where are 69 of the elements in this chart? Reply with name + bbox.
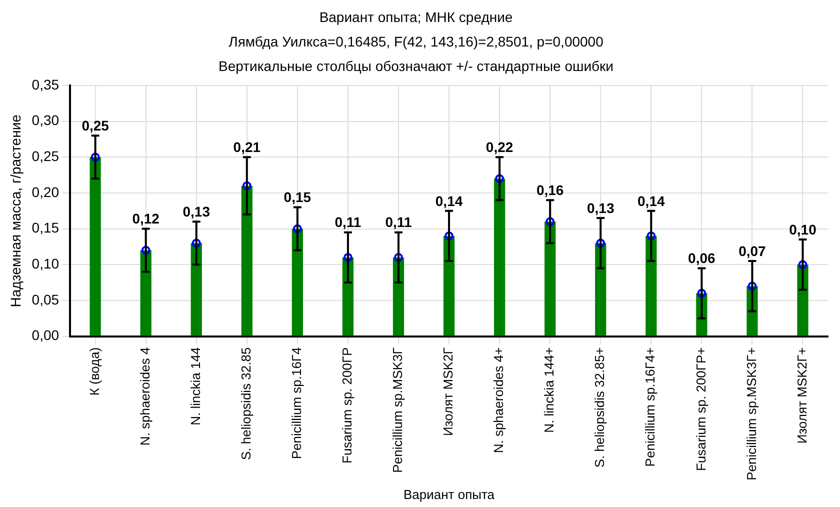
x-tick-label: Изолят MSK2Г+ xyxy=(794,347,810,444)
x-axis-title: Вариант опыта xyxy=(404,486,496,502)
bar xyxy=(190,243,202,336)
y-tick-label: 0,25 xyxy=(32,148,60,164)
point xyxy=(646,231,656,240)
data-label: 0,12 xyxy=(132,210,160,227)
x-tick-label: N. sphaeroides 4+ xyxy=(491,347,506,454)
point xyxy=(394,252,403,262)
data-label: 0,22 xyxy=(486,139,514,156)
y-tick-label: 0,15 xyxy=(32,220,60,236)
point xyxy=(697,288,706,298)
x-tick-label: Fusarium sp. 200ГР xyxy=(340,347,355,464)
y-tick-label: 0,00 xyxy=(32,327,60,344)
bar xyxy=(443,236,455,336)
data-label: 0,13 xyxy=(182,204,210,220)
y-tick-label: 0,05 xyxy=(32,291,60,308)
y-axis-title: Надземная масса, г/растение xyxy=(7,114,24,308)
y-tick-label: 0,35 xyxy=(32,76,60,92)
data-label: 0,21 xyxy=(233,139,261,156)
point xyxy=(192,238,201,248)
chart-title: Вариант опыта; МНК средние xyxy=(319,9,513,26)
bar xyxy=(90,157,101,336)
bar xyxy=(292,228,303,336)
x-tick-label: S. heliopsidis 32.85+ xyxy=(592,347,608,468)
x-tick-label: N. linckia 144+ xyxy=(542,347,557,433)
x-tick-label: Penicillium sp.MSK3Г+ xyxy=(744,347,759,480)
bar xyxy=(140,250,152,336)
data-label: 0,13 xyxy=(586,200,614,216)
data-label: 0,25 xyxy=(82,118,110,134)
data-label: 0,11 xyxy=(385,214,412,230)
x-tick-label: Penicillium sp.16Г4 xyxy=(289,347,304,460)
point xyxy=(90,152,100,162)
x-tick-label: Penicillium sp.MSK3Г xyxy=(390,347,406,473)
point xyxy=(343,252,352,262)
data-label: 0,11 xyxy=(334,214,362,230)
point xyxy=(242,181,252,190)
data-label: 0,10 xyxy=(789,221,817,238)
bar xyxy=(494,178,506,336)
x-tick-label: N. linckia 144 xyxy=(188,347,203,426)
data-label: 0,14 xyxy=(638,192,665,209)
point xyxy=(798,260,808,270)
x-tick-label: N. sphaeroides 4 xyxy=(137,347,152,446)
x-tick-label: Penicillium sp.16Г4+ xyxy=(642,347,658,467)
bar xyxy=(342,257,354,336)
bar xyxy=(544,222,556,336)
text: Вертикальные столбцы обозначают +/- стандартные ошибки xyxy=(218,58,614,74)
point xyxy=(596,238,606,248)
bar xyxy=(595,243,606,336)
point xyxy=(292,224,302,234)
y-tick-label: 0,30 xyxy=(32,112,60,128)
point xyxy=(748,282,757,291)
x-tick-label: S. heliopsidis 32.85 xyxy=(238,347,254,460)
x-tick-label: К (вода) xyxy=(86,347,102,396)
point xyxy=(495,174,504,184)
bar xyxy=(241,186,252,336)
y-tick-label: 0,10 xyxy=(32,255,60,272)
point xyxy=(444,231,454,240)
point xyxy=(141,246,150,255)
data-label: 0,14 xyxy=(435,192,463,209)
x-tick-label: Изолят MSK2Г xyxy=(440,347,456,436)
y-tick-label: 0,20 xyxy=(32,184,60,200)
bar xyxy=(646,236,657,336)
data-label: 0,07 xyxy=(738,242,766,259)
data-label: 0,16 xyxy=(536,182,564,198)
chart-subtitle: Лямбда Уилкса=0,16485, F(42, 143,16)=2,8501, p=0,00000 xyxy=(228,34,604,50)
data-label: 0,06 xyxy=(688,250,716,266)
x-tick-label: Fusarium sp. 200ГР+ xyxy=(693,347,708,472)
data-label: 0,15 xyxy=(284,189,312,206)
point xyxy=(546,217,555,226)
